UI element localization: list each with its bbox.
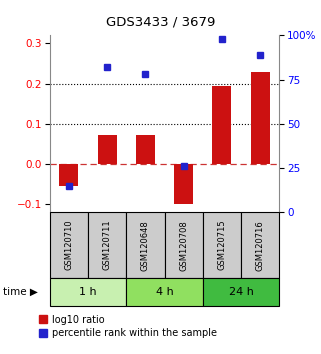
Bar (241, 212, 279, 278)
Bar (98, 135, 117, 164)
Bar (203, 212, 241, 278)
Text: 24 h: 24 h (229, 287, 254, 297)
Text: GSM120715: GSM120715 (217, 220, 226, 270)
Bar (212, 86, 231, 164)
Bar (88, 212, 126, 278)
Text: GSM120710: GSM120710 (65, 220, 74, 270)
Bar (251, 73, 270, 164)
Bar (59, 164, 78, 186)
Text: GDS3433 / 3679: GDS3433 / 3679 (106, 16, 215, 29)
Legend: log10 ratio, percentile rank within the sample: log10 ratio, percentile rank within the … (39, 315, 217, 338)
Text: GSM120648: GSM120648 (141, 220, 150, 270)
Bar (164, 212, 203, 278)
Text: 1 h: 1 h (79, 287, 97, 297)
Bar (50, 278, 126, 306)
Text: GSM120716: GSM120716 (256, 220, 265, 270)
Text: 4 h: 4 h (156, 287, 173, 297)
Bar (136, 135, 155, 164)
Text: GSM120708: GSM120708 (179, 220, 188, 270)
Text: GSM120711: GSM120711 (103, 220, 112, 270)
Bar (174, 164, 193, 204)
Text: time ▶: time ▶ (3, 287, 38, 297)
Bar (203, 278, 279, 306)
Bar (50, 212, 88, 278)
Bar (126, 278, 203, 306)
Bar (126, 212, 164, 278)
